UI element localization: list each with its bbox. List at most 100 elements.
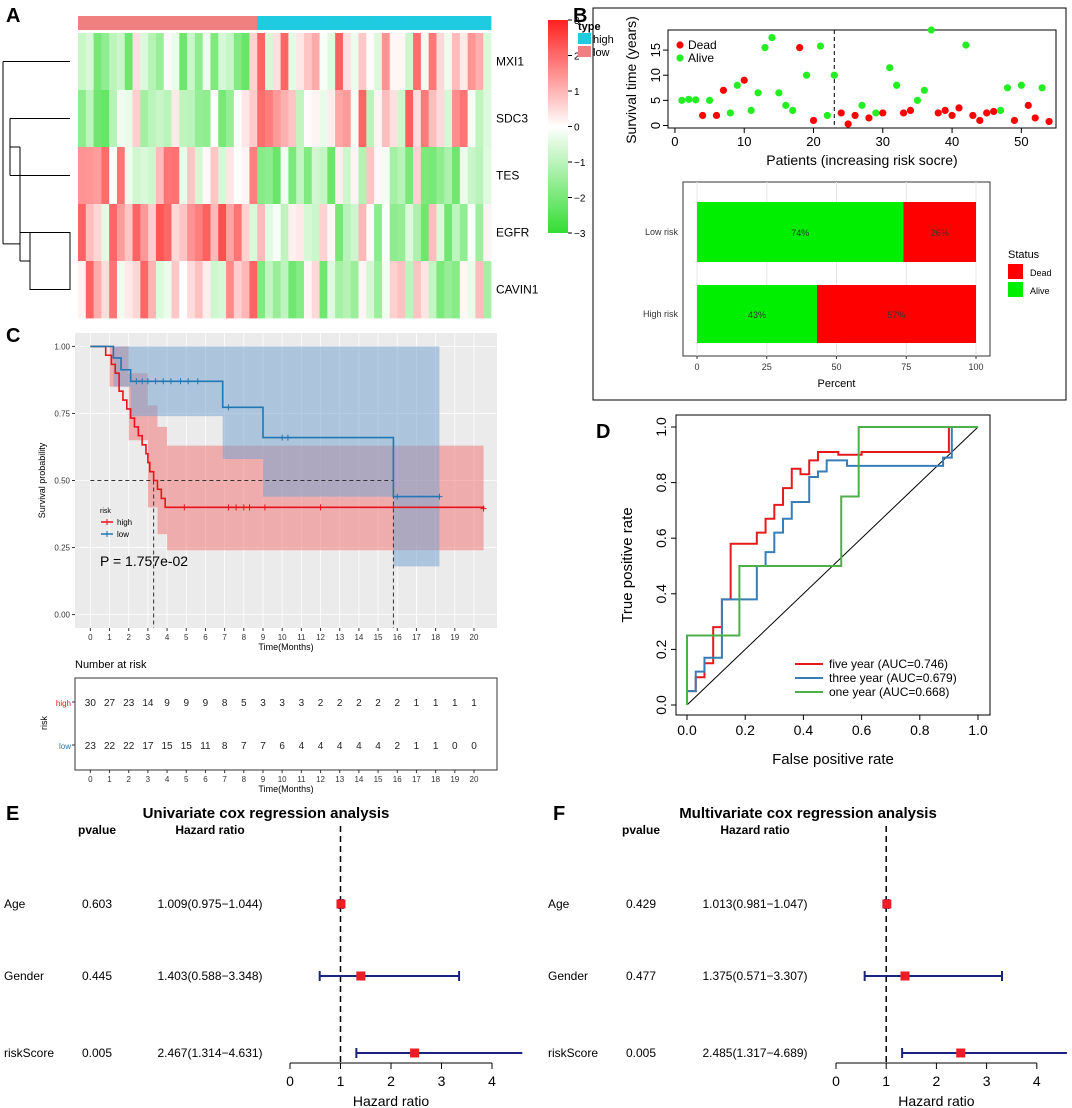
- risk-count: 4: [337, 741, 343, 752]
- status-legend-swatch: [1008, 264, 1023, 279]
- hr-point: [336, 899, 346, 909]
- risk-x-tick-label: 7: [222, 775, 227, 784]
- status-legend-title: Status: [1008, 249, 1040, 261]
- risk-x-tick-label: 10: [278, 775, 287, 784]
- heatmap-cell: [342, 261, 352, 319]
- forest-row-pvalue: 0.477: [626, 969, 656, 983]
- bar-data-label: 43%: [748, 310, 766, 320]
- alive-point: [893, 81, 901, 89]
- km-x-tick-label: 20: [470, 633, 479, 642]
- forest-x-axis-label: Hazard ratio: [353, 1093, 429, 1108]
- gene-label: TES: [496, 169, 519, 183]
- dead-point: [740, 76, 748, 84]
- heatmap-cell: [226, 90, 235, 148]
- km-x-tick-label: 5: [184, 633, 189, 642]
- heatmap-cell: [303, 90, 313, 148]
- forest-row-hr: 1.403(0.588−3.348): [157, 969, 262, 983]
- bar-x-axis-label: Percent: [818, 378, 856, 390]
- heatmap-cell: [85, 147, 94, 205]
- heatmap-cell: [210, 33, 219, 91]
- heatmap-cell: [389, 261, 398, 319]
- dead-point: [809, 116, 818, 125]
- censor-mark: [261, 504, 268, 511]
- roc-legend-label: three year (AUC=0.679): [829, 671, 957, 685]
- legend-tick-label: 3: [574, 16, 580, 27]
- roc-legend-label: five year (AUC=0.746): [829, 657, 948, 671]
- roc-y-axis-label: True positive rate: [619, 507, 636, 622]
- km-y-tick-label: 0.75: [54, 409, 70, 418]
- risk-count: 15: [162, 741, 174, 752]
- annotation-cell: [194, 16, 204, 30]
- heatmap-cell: [296, 261, 305, 319]
- forest-row-hr: 1.013(0.981−1.047): [702, 897, 807, 911]
- alive-point: [747, 106, 755, 115]
- annotation-cell: [226, 16, 235, 30]
- heatmap-cell: [405, 261, 414, 319]
- hr-point: [882, 899, 892, 909]
- alive-point: [996, 106, 1005, 115]
- heatmap-cell: [85, 33, 94, 91]
- heatmap-cell: [101, 261, 110, 319]
- heatmap-cell: [171, 90, 180, 148]
- heatmap-cell: [116, 261, 126, 319]
- heatmap-cell: [436, 90, 445, 148]
- risk-x-tick-label: 14: [354, 775, 363, 784]
- pvalue-column-header: pvalue: [622, 823, 660, 837]
- forest-row-pvalue: 0.445: [82, 969, 112, 983]
- heatmap-cell: [350, 90, 359, 148]
- forest-row-hr: 1.375(0.571−3.307): [702, 969, 807, 983]
- heatmap-cell: [101, 33, 110, 91]
- heatmap-cell: [389, 90, 398, 148]
- heatmap-cell: [202, 261, 211, 319]
- heatmap-cell: [233, 204, 243, 262]
- km-x-tick-label: 19: [450, 633, 459, 642]
- gene-label: CAVIN1: [496, 283, 539, 297]
- risk-count: 1: [414, 698, 420, 709]
- annotation-cell: [374, 16, 383, 30]
- forest-title: Multivariate cox regression analysis: [679, 805, 937, 822]
- km-x-tick-label: 11: [297, 633, 306, 642]
- annotation-cell: [148, 16, 157, 30]
- risk-count: 0: [452, 741, 458, 752]
- dead-point: [969, 111, 977, 120]
- forest-row-name: riskScore: [548, 1046, 598, 1060]
- heatmap-cell: [296, 33, 305, 91]
- heatmap-cell: [280, 261, 289, 319]
- heatmap-cell: [163, 147, 172, 205]
- heatmap-cell: [241, 261, 250, 319]
- heatmap-cell: [78, 147, 87, 205]
- heatmap-cell: [342, 90, 352, 148]
- survival-scatter-panel: 0 10 20 30 40 50 0 5 10 15 Patients (increasing ri…: [592, 7, 1067, 401]
- legend-tick-label: 1: [574, 87, 580, 98]
- heatmap-cell: [327, 204, 336, 262]
- alive-point: [789, 106, 797, 115]
- risk-count: 2: [318, 698, 324, 709]
- km-x-tick-label: 4: [165, 633, 170, 642]
- heatmap-cell: [374, 204, 383, 262]
- heatmap-cell: [413, 204, 422, 262]
- annotation-cell: [366, 16, 375, 30]
- alive-point: [927, 26, 935, 34]
- roc-x-tick-label: 0.2: [735, 722, 755, 738]
- risk-count: 3: [260, 698, 266, 709]
- heatmap-cell: [311, 90, 320, 148]
- heatmap-cell: [381, 204, 391, 262]
- legend-tick-label: 0: [574, 123, 580, 134]
- heatmap-cell: [389, 33, 398, 91]
- heatmap-cell: [249, 33, 258, 91]
- roc-y-tick-label: 0.2: [653, 639, 669, 659]
- legend-tick-label: −2: [574, 194, 586, 205]
- heatmap-cell: [459, 147, 469, 205]
- heatmap-cell: [265, 261, 274, 319]
- alive-point: [761, 43, 769, 52]
- risk-count: 2: [394, 698, 400, 709]
- heatmap-cell: [467, 33, 476, 91]
- heatmap-cell: [93, 90, 102, 148]
- risk-count: 2: [337, 698, 343, 709]
- heatmap-cell: [78, 33, 87, 91]
- heatmap-cell: [389, 147, 398, 205]
- censor-mark: [284, 434, 291, 441]
- risk-count: 5: [241, 698, 247, 709]
- heatmap-cell: [202, 147, 211, 205]
